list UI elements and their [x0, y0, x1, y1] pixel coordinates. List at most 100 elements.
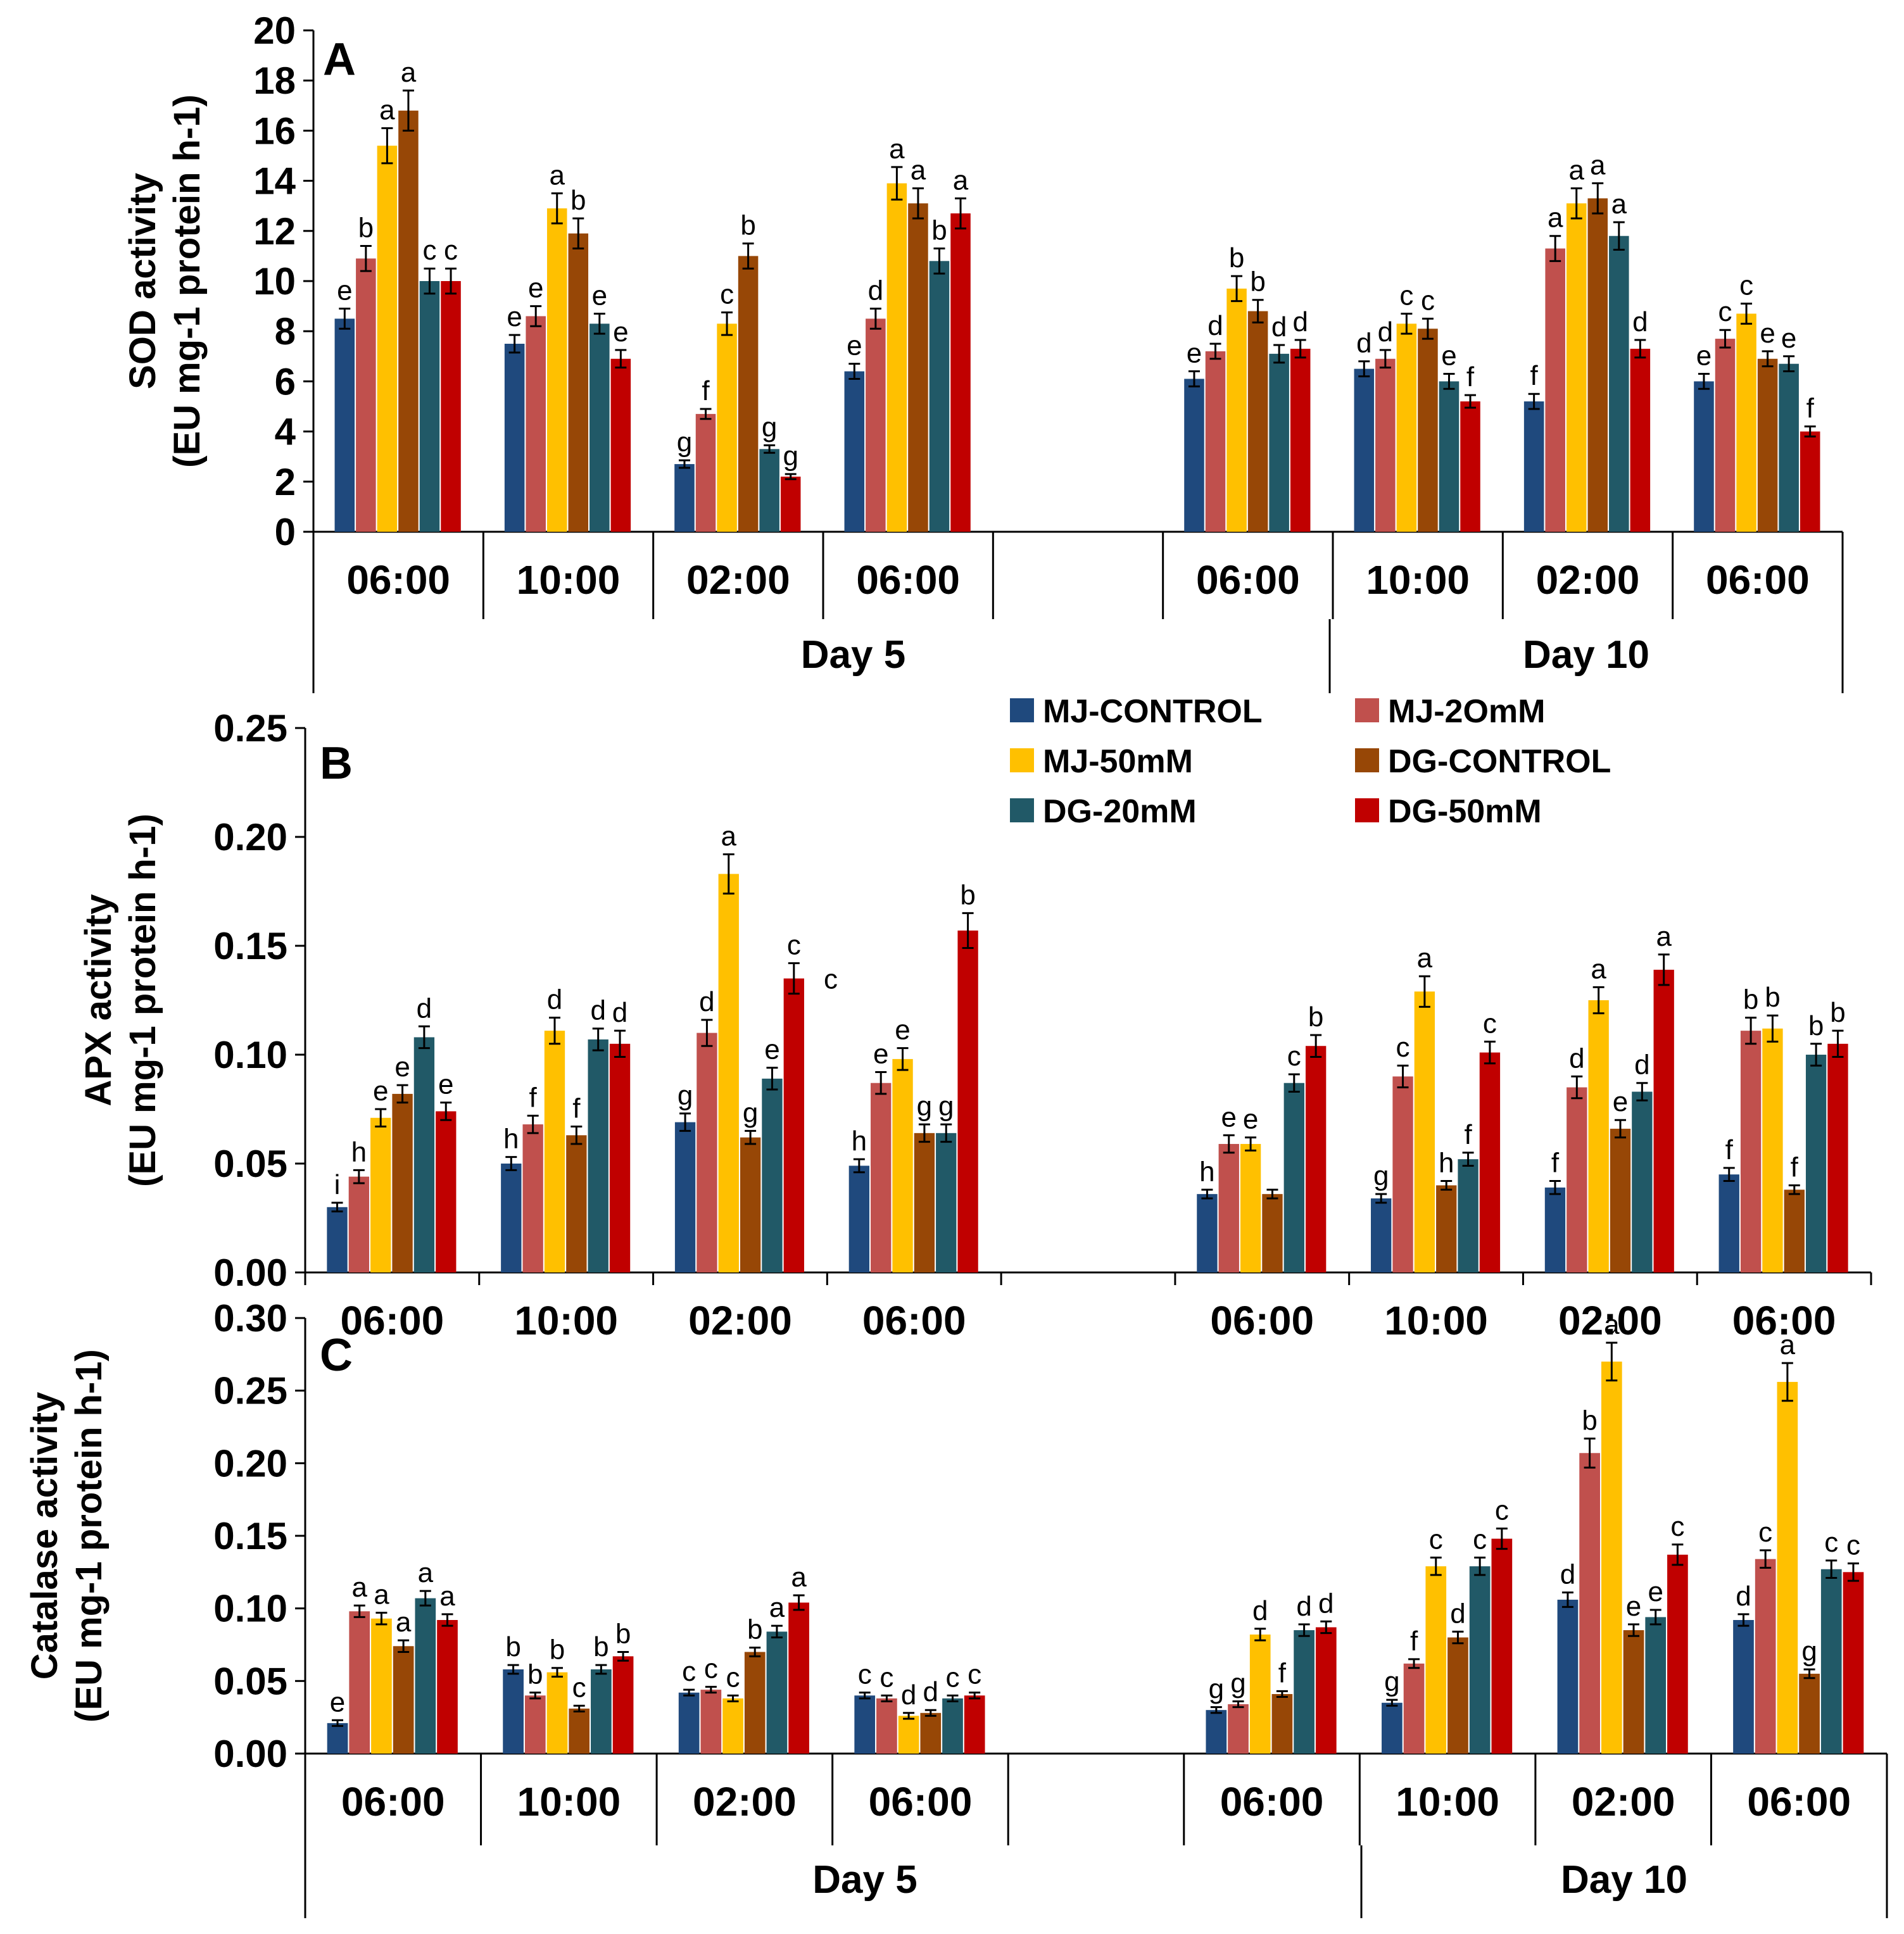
bar	[419, 281, 440, 532]
bar	[610, 358, 631, 532]
significance-letter: a	[418, 1557, 434, 1588]
bar	[1418, 329, 1438, 532]
bar	[1371, 1198, 1392, 1272]
bar	[522, 1124, 543, 1272]
bar	[1460, 401, 1480, 532]
bar	[738, 256, 759, 532]
bar	[1784, 1190, 1805, 1272]
significance-letter: b	[1250, 267, 1265, 298]
legend: MJ-CONTROL MJ-2OmM MJ-50mM DG-CONTROL DG-20m…	[1010, 693, 1611, 830]
bar	[674, 464, 695, 532]
bar	[569, 1708, 590, 1754]
category-label: 06:00	[856, 557, 960, 603]
significance-letter: c	[682, 1656, 696, 1687]
significance-letter: e	[847, 330, 862, 361]
bar	[920, 1712, 942, 1754]
bar	[370, 1117, 391, 1272]
bar	[334, 318, 355, 532]
significance-letter: d	[699, 986, 714, 1017]
bar	[501, 1164, 522, 1272]
bar	[1630, 348, 1651, 532]
y-tick-label: 0.15	[213, 1515, 287, 1557]
significance-letter: f	[702, 375, 710, 406]
y-tick-label: 16	[253, 110, 296, 152]
bar	[609, 1043, 631, 1272]
significance-letter: c	[1718, 296, 1732, 327]
significance-letter: c	[444, 235, 458, 266]
significance-letter: d	[1634, 1050, 1649, 1081]
significance-letter: f	[1806, 393, 1815, 424]
bar	[1800, 431, 1820, 532]
y-tick-label: 10	[253, 260, 296, 303]
significance-letter: e	[1696, 341, 1712, 372]
significance-letter: b	[550, 1635, 565, 1666]
y-tick-label: 0.10	[213, 1588, 287, 1630]
bar	[780, 476, 801, 532]
bar	[1294, 1630, 1315, 1754]
bar	[950, 213, 971, 532]
significance-letter: g	[677, 427, 692, 458]
y-tick-label: 6	[275, 360, 296, 403]
significance-letter: a	[1591, 953, 1606, 984]
panel-label: B	[320, 738, 353, 789]
significance-letter: a	[889, 134, 905, 165]
bar	[1425, 1566, 1447, 1754]
y-tick-label: 0	[275, 511, 296, 553]
significance-letter: b	[505, 1631, 520, 1662]
bar	[762, 1078, 783, 1272]
y-tick-label: 0.25	[213, 707, 287, 750]
significance-letter: a	[379, 94, 395, 125]
significance-letter: d	[547, 984, 562, 1015]
group-label-day10: Day 10	[1561, 1858, 1687, 1902]
y-tick-label: 0.15	[213, 925, 287, 967]
bar	[524, 1695, 546, 1754]
significance-letter: f	[529, 1082, 538, 1113]
bar	[1479, 1052, 1501, 1272]
significance-letter: g	[762, 411, 777, 443]
bar	[1799, 1673, 1820, 1754]
significance-letter: e	[1648, 1576, 1663, 1607]
significance-letter: b	[931, 215, 947, 246]
category-label: 06:00	[869, 1779, 973, 1824]
significance-letter: c	[1495, 1495, 1509, 1526]
significance-letter: d	[590, 995, 605, 1026]
bar	[1820, 1569, 1842, 1754]
bar	[415, 1598, 436, 1754]
significance-letter: d	[1356, 328, 1371, 359]
category-label: 10:00	[517, 1779, 621, 1824]
bar	[892, 1058, 913, 1272]
significance-letter: c	[1483, 1008, 1497, 1039]
significance-letter: e	[1626, 1591, 1641, 1622]
bar	[1557, 1599, 1579, 1754]
bar	[1305, 1046, 1327, 1272]
significance-letter: b	[1765, 982, 1780, 1013]
significance-letter: h	[351, 1136, 367, 1167]
bar	[914, 1133, 935, 1272]
bar	[1240, 1144, 1261, 1272]
bar	[674, 1122, 696, 1272]
bar	[1469, 1566, 1491, 1754]
bar	[700, 1690, 722, 1754]
bar	[1694, 381, 1714, 532]
legend-swatch	[1010, 748, 1034, 772]
bar	[1247, 311, 1268, 532]
significance-letter: c	[1429, 1524, 1443, 1555]
significance-letter: b	[1830, 997, 1845, 1028]
significance-letter: e	[592, 280, 607, 311]
bar	[718, 874, 739, 1272]
legend-label: MJ-CONTROL	[1043, 693, 1263, 730]
bar	[371, 1618, 392, 1754]
significance-letter: e	[438, 1069, 453, 1100]
significance-letter: d	[1450, 1598, 1465, 1629]
significance-letter: c	[787, 930, 801, 961]
bar	[1653, 969, 1674, 1272]
bar	[1762, 1028, 1783, 1272]
y-tick-label: 0.25	[213, 1370, 287, 1412]
category-label: 06:00	[1706, 557, 1810, 603]
significance-letter: e	[1187, 338, 1202, 369]
significance-letter: c	[1846, 1530, 1860, 1561]
bar	[1447, 1637, 1468, 1754]
category-label: 06:00	[1732, 1298, 1836, 1343]
category-label: 02:00	[688, 1298, 792, 1343]
